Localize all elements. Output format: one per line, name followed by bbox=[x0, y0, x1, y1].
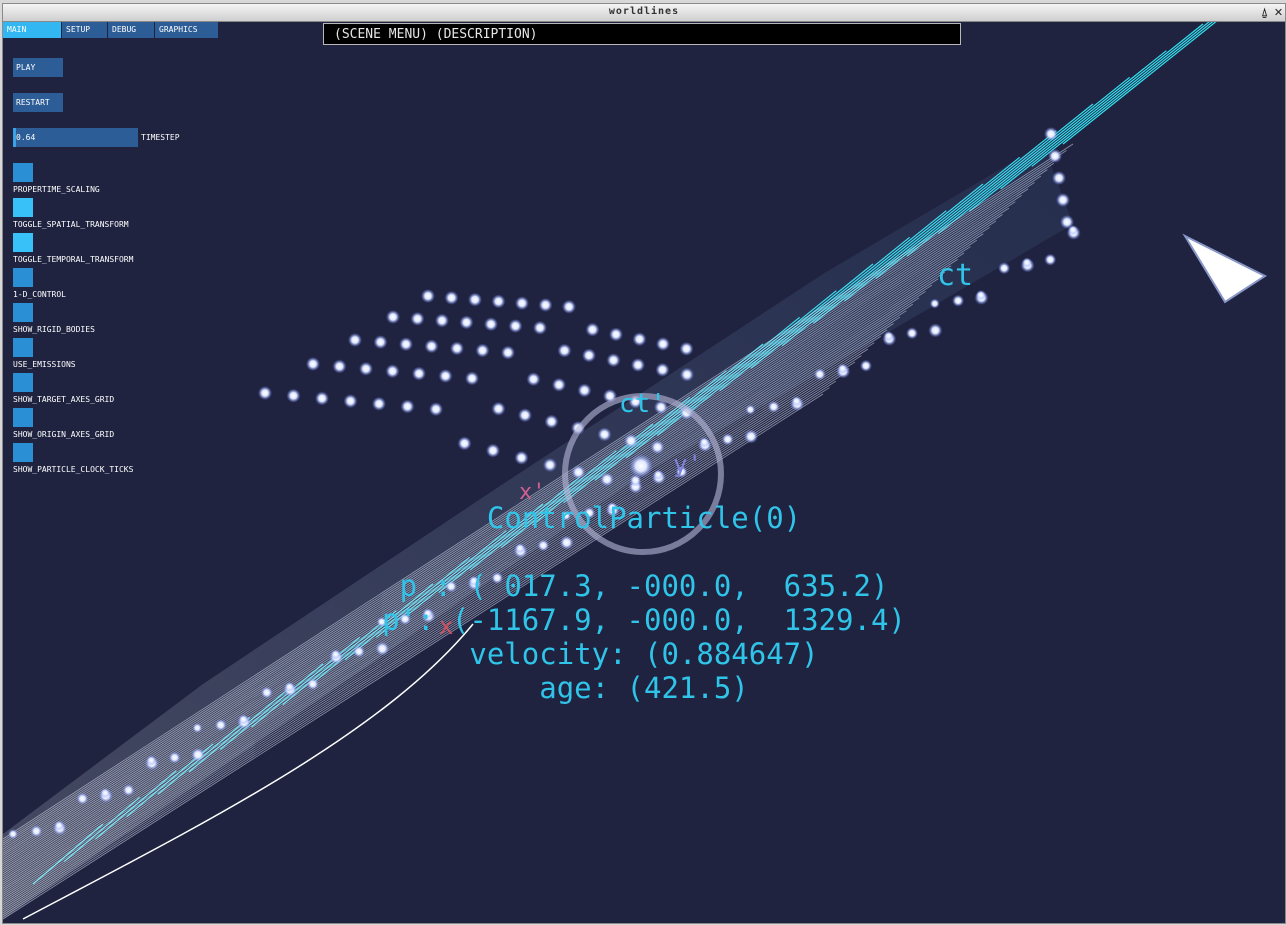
tab-main[interactable]: MAIN bbox=[3, 22, 61, 38]
y-prime-axis-label: y' bbox=[673, 450, 702, 478]
camera-arrow-icon bbox=[1182, 233, 1268, 304]
timestep-slider[interactable]: 0.64 bbox=[13, 128, 138, 147]
control-particle-ring bbox=[562, 393, 724, 555]
timestep-value: 0.64 bbox=[16, 133, 36, 142]
close-icon[interactable]: ✕ bbox=[1273, 6, 1284, 19]
scene-viewport[interactable] bbox=[3, 22, 1285, 923]
x-prime-axis-label: x' bbox=[519, 480, 546, 505]
toggle-label: 1-D_CONTROL bbox=[13, 290, 66, 299]
tab-setup[interactable]: SETUP bbox=[62, 22, 107, 38]
title-bar[interactable]: worldlines ⍙ ✕ bbox=[3, 4, 1285, 22]
app-window: worldlines ⍙ ✕ ct ct' y' x' x Contro bbox=[2, 3, 1286, 924]
particle-name: ControlParticle(0) bbox=[486, 501, 802, 535]
tab-bar: MAIN SETUP DEBUG GRAPHICS bbox=[3, 22, 219, 38]
toggle-label: SHOW_TARGET_AXES_GRID bbox=[13, 395, 115, 404]
toggle-checkbox[interactable] bbox=[13, 303, 33, 322]
toggle-label: SHOW_PARTICLE_CLOCK_TICKS bbox=[13, 465, 134, 474]
toggle-label: SHOW_ORIGIN_AXES_GRID bbox=[13, 430, 115, 439]
tab-graphics[interactable]: GRAPHICS bbox=[155, 22, 218, 38]
timestep-slider-fill bbox=[13, 128, 16, 147]
toggle-label: USE_EMISSIONS bbox=[13, 360, 76, 369]
particle-trail bbox=[8, 127, 1081, 839]
light-cone-surface bbox=[3, 144, 1073, 919]
ct-axis-label: ct bbox=[937, 258, 974, 293]
ct-prime-axis-label: ct' bbox=[619, 389, 666, 419]
timestep-label: TIMESTEP bbox=[141, 133, 180, 142]
toggle-label: TOGGLE_SPATIAL_TRANSFORM bbox=[13, 220, 129, 229]
toggle-checkbox[interactable] bbox=[13, 163, 33, 182]
toggle-checkbox[interactable] bbox=[13, 408, 33, 427]
toggle-checkbox[interactable] bbox=[13, 443, 33, 462]
particle-age: age: (421.5) bbox=[539, 671, 749, 705]
control-worldline bbox=[22, 623, 474, 920]
scene-menu-bar[interactable]: (SCENE MENU) (DESCRIPTION) bbox=[323, 23, 961, 45]
play-button[interactable]: PLAY bbox=[13, 58, 63, 77]
toggle-checkbox[interactable] bbox=[13, 198, 33, 217]
toggle-checkbox[interactable] bbox=[13, 373, 33, 392]
particle-velocity: velocity: (0.884647) bbox=[469, 637, 819, 671]
toggle-label: SHOW_RIGID_BODIES bbox=[13, 325, 95, 334]
toggle-checkbox[interactable] bbox=[13, 338, 33, 357]
particle-position: p : ( 017.3, -000.0, 635.2) bbox=[399, 569, 889, 603]
restart-button[interactable]: RESTART bbox=[13, 93, 63, 112]
toggle-label: PROPERTIME_SCALING bbox=[13, 185, 100, 194]
toggle-checkbox[interactable] bbox=[13, 233, 33, 252]
window-title: worldlines bbox=[608, 6, 680, 17]
minimize-icon[interactable]: ⍙ bbox=[1261, 6, 1268, 19]
toggle-checkbox[interactable] bbox=[13, 268, 33, 287]
x-axis-label: x bbox=[439, 612, 454, 640]
tab-debug[interactable]: DEBUG bbox=[108, 22, 154, 38]
toggle-label: TOGGLE_TEMPORAL_TRANSFORM bbox=[13, 255, 134, 264]
particle-grid bbox=[258, 289, 694, 494]
particle-position-prime: p': (-1167.9, -000.0, 1329.4) bbox=[382, 603, 906, 637]
